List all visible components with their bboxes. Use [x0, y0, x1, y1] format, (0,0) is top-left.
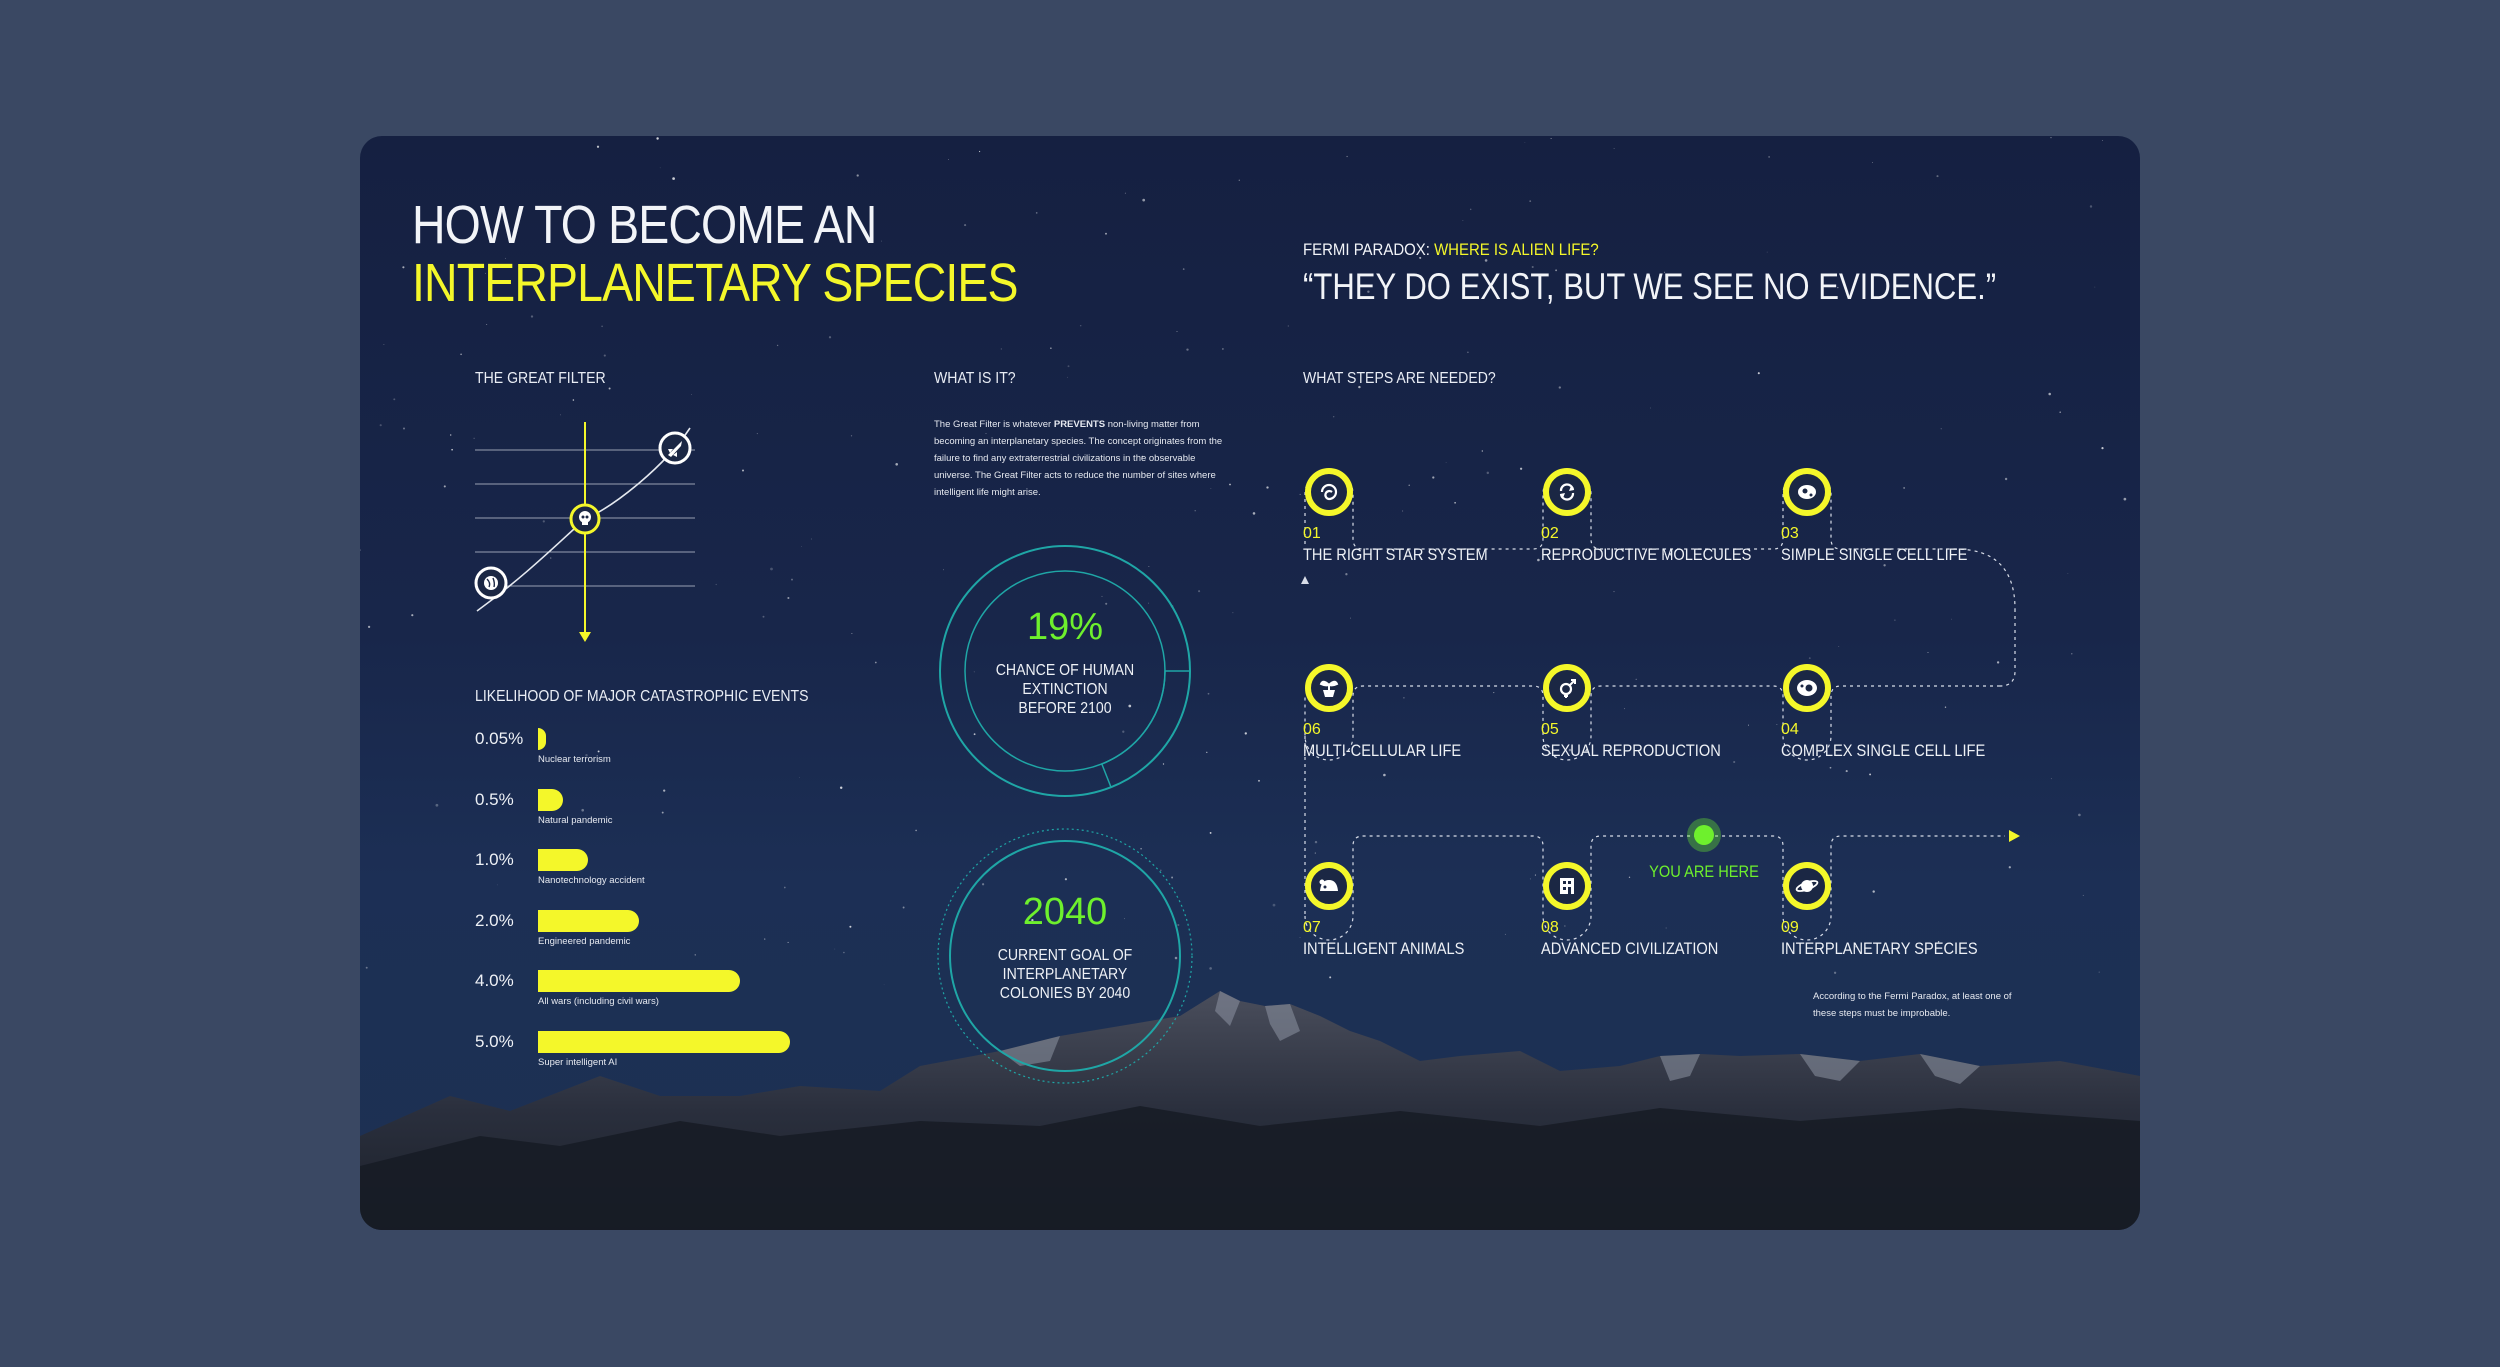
step-02	[1541, 466, 1593, 523]
step-label: SEXUAL REPRODUCTION	[1541, 741, 1721, 760]
star-field	[360, 136, 2127, 986]
complex-cell-icon	[1783, 664, 1831, 712]
bar	[538, 1030, 790, 1053]
extinction-ring	[939, 545, 1191, 797]
title-line-1: HOW TO BECOME AN	[412, 195, 877, 255]
bar-value-label: 1.0%	[475, 850, 514, 869]
desc-part-2: non-living matter from becoming an inter…	[934, 419, 1223, 498]
step-01	[1303, 466, 1355, 523]
step-label: THE RIGHT STAR SYSTEM	[1303, 545, 1488, 564]
rocket-icon	[658, 431, 692, 465]
fermi-note: According to the Fermi Paradox, at least…	[1813, 991, 2012, 1019]
galaxy-icon	[1305, 468, 1353, 516]
bar	[538, 909, 639, 932]
step-07	[1303, 860, 1355, 917]
bar-category-label: Nuclear terrorism	[538, 754, 611, 765]
globe-icon	[474, 566, 508, 600]
bar-value-label: 4.0%	[475, 971, 514, 990]
you-are-here-marker	[1687, 818, 1721, 852]
planet-icon	[1783, 862, 1831, 910]
steps-heading: WHAT STEPS ARE NEEDED?	[1303, 370, 1496, 387]
skull-icon	[569, 503, 601, 535]
title-line-2: INTERPLANETARY SPECIES	[412, 253, 1019, 313]
city-icon	[1543, 862, 1591, 910]
step-label: MULTI-CELLULAR LIFE	[1303, 741, 1462, 760]
fermi-prefix: FERMI PARADOX:	[1303, 240, 1435, 259]
gender-icon	[1543, 664, 1591, 712]
fermi-question: WHERE IS ALIEN LIFE?	[1434, 240, 1599, 259]
desc-bold-prevents: PREVENTS	[1053, 419, 1106, 430]
step-label: INTELLIGENT ANIMALS	[1303, 939, 1465, 958]
steps-path	[1301, 469, 2020, 941]
step-08	[1541, 860, 1593, 917]
bar-value-label: 5.0%	[475, 1031, 514, 1051]
step-label: COMPLEX SINGLE CELL LIFE	[1781, 741, 1986, 760]
great-filter-diagram	[474, 422, 695, 642]
infographic-card: HOW TO BECOME AN INTERPLANETARY SPECIES …	[360, 136, 2140, 1230]
chart-title: LIKELIHOOD OF MAJOR CATASTROPHIC EVENTS	[475, 688, 809, 705]
step-05	[1541, 662, 1593, 719]
step-number: 09	[1781, 919, 1799, 936]
colonies-label: CURRENT GOAL OF INTERPLANETARY COLONIES …	[997, 947, 1133, 1002]
animal-icon	[1305, 862, 1353, 910]
bar	[538, 849, 589, 871]
step-number: 04	[1781, 721, 1799, 738]
step-number: 01	[1303, 525, 1321, 542]
bar	[538, 970, 740, 992]
step-number: 08	[1541, 919, 1559, 936]
cell-icon	[1783, 468, 1831, 516]
step-number: 06	[1303, 721, 1321, 738]
step-number: 05	[1541, 721, 1559, 738]
step-number: 03	[1781, 525, 1799, 542]
bar	[538, 728, 546, 750]
mountain-silhouette	[360, 991, 2140, 1230]
fermi-paradox-subtitle: FERMI PARADOX: WHERE IS ALIEN LIFE?	[1303, 240, 1599, 260]
step-number: 07	[1303, 919, 1321, 936]
colonies-value: 2040	[1022, 891, 1108, 933]
bar-value-label: 0.05%	[475, 729, 524, 748]
desc-part-1: The Great Filter is whatever	[934, 419, 1054, 430]
bar-category-label: Engineered pandemic	[538, 935, 631, 947]
great-filter-heading: THE GREAT FILTER	[475, 370, 606, 387]
step-number: 02	[1541, 525, 1559, 542]
extinction-fraction-arc	[1100, 670, 1190, 788]
step-03	[1781, 466, 1833, 523]
bar-category-label: Super intelligent AI	[538, 1056, 618, 1068]
bar-category-label: All wars (including civil wars)	[538, 996, 659, 1007]
you-are-here-label: YOU ARE HERE	[1649, 862, 1759, 881]
great-filter-description: The Great Filter is whatever PREVENTS no…	[934, 416, 1234, 501]
bar-category-label: Nanotechnology accident	[538, 875, 645, 886]
extinction-value: 19%	[1026, 606, 1104, 648]
step-06	[1303, 662, 1355, 719]
path-end-arrow	[2009, 830, 2020, 842]
bar-value-label: 2.0%	[475, 910, 514, 930]
what-is-it-heading: WHAT IS IT?	[934, 370, 1016, 387]
step-label: SIMPLE SINGLE CELL LIFE	[1781, 545, 1968, 564]
plant-icon	[1305, 664, 1353, 712]
step-09	[1781, 860, 1833, 917]
step-04	[1781, 662, 1833, 719]
fermi-quote: “THEY DO EXIST, BUT WE SEE NO EVIDENCE.”	[1303, 266, 1997, 307]
bar-category-label: Natural pandemic	[538, 814, 613, 826]
step-label: ADVANCED CIVILIZATION	[1541, 939, 1719, 958]
extinction-label: CHANCE OF HUMAN EXTINCTION BEFORE 2100	[995, 662, 1135, 717]
step-label: REPRODUCTIVE MOLECULES	[1541, 545, 1752, 564]
recycle-icon	[1543, 468, 1591, 516]
bar-value-label: 0.5%	[475, 789, 514, 809]
catastrophe-bar-chart: 0.05% Nuclear terrorism 0.5% Natural pandem…	[360, 136, 960, 1096]
colonies-ring	[937, 828, 1193, 1084]
bar	[538, 788, 564, 811]
step-label: INTERPLANETARY SPECIES	[1781, 939, 1978, 958]
